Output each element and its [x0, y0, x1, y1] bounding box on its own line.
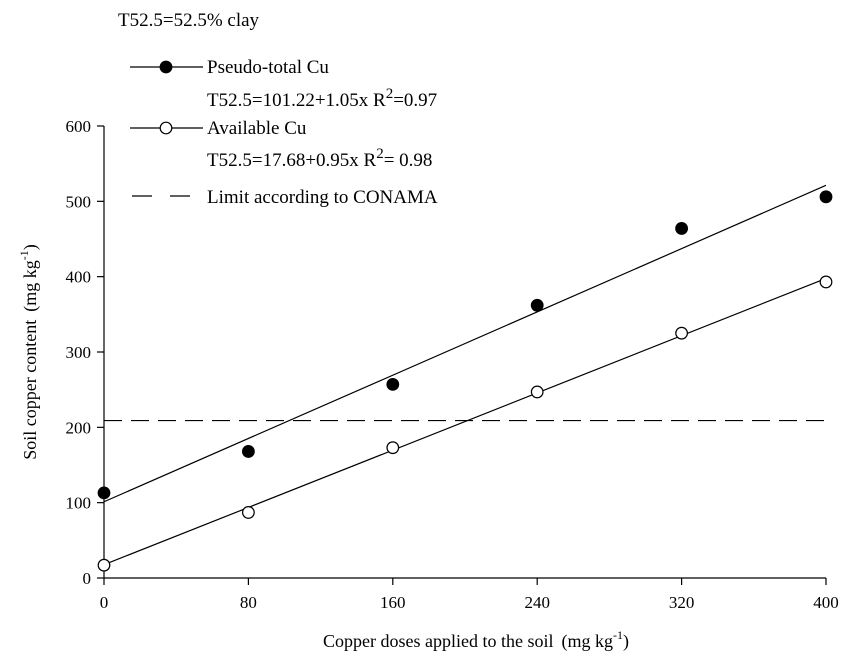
equation-pseudo-total: T52.5=101.22+1.05x R2=0.97: [207, 86, 437, 111]
x-tick-label: 320: [669, 593, 695, 612]
legend-label-limit: Limit according to CONAMA: [207, 187, 438, 208]
point-pseudo-total: [819, 190, 833, 204]
y-axis-title: Soil copper content(mg kg-1): [17, 244, 41, 459]
point-available: [241, 506, 255, 519]
equation-available: T52.5=17.68+0.95x R2= 0.98: [207, 146, 432, 171]
fit-lines: [103, 184, 827, 566]
x-tick-label: 240: [524, 593, 550, 612]
y-tick-label: 300: [66, 343, 92, 362]
legend-label-available: Available Cu: [207, 118, 307, 139]
point-pseudo-total: [97, 486, 111, 500]
legend-marker-pseudo-total: [159, 60, 173, 74]
fit-line-pseudo-total: [103, 184, 827, 503]
y-tick-label: 200: [66, 418, 92, 437]
point-available: [819, 275, 833, 289]
point-pseudo-total: [530, 298, 544, 312]
y-tick-label: 500: [66, 192, 92, 211]
x-tick-label: 0: [100, 593, 109, 612]
legend-label-pseudo-total: Pseudo-total Cu: [207, 57, 329, 78]
point-available: [97, 558, 111, 572]
data-points: [97, 190, 833, 572]
point-available: [530, 385, 544, 399]
legend-marker-available: [159, 121, 173, 135]
x-axis-title: Copper doses applied to the soil (mg kg-1…: [323, 628, 629, 652]
y-tick-label: 600: [66, 117, 92, 136]
x-tick-label: 160: [380, 593, 406, 612]
x-tick-label: 400: [813, 593, 839, 612]
point-available: [386, 441, 400, 455]
note-text: T52.5=52.5% clay: [118, 10, 260, 31]
y-tick-label: 100: [66, 494, 92, 513]
point-pseudo-total: [386, 377, 400, 391]
y-tick-label: 0: [83, 569, 92, 588]
point-available: [675, 326, 688, 340]
legend: Pseudo-total Cu T52.5=101.22+1.05x R2=0.…: [130, 57, 438, 208]
point-pseudo-total: [675, 222, 688, 235]
fit-line-available: [103, 277, 827, 566]
axes: 0 100 200 300 400 500 600 0 80 160 240 320 400: [66, 117, 839, 612]
point-pseudo-total: [241, 445, 255, 458]
x-tick-label: 80: [240, 593, 257, 612]
y-tick-label: 400: [66, 268, 92, 287]
